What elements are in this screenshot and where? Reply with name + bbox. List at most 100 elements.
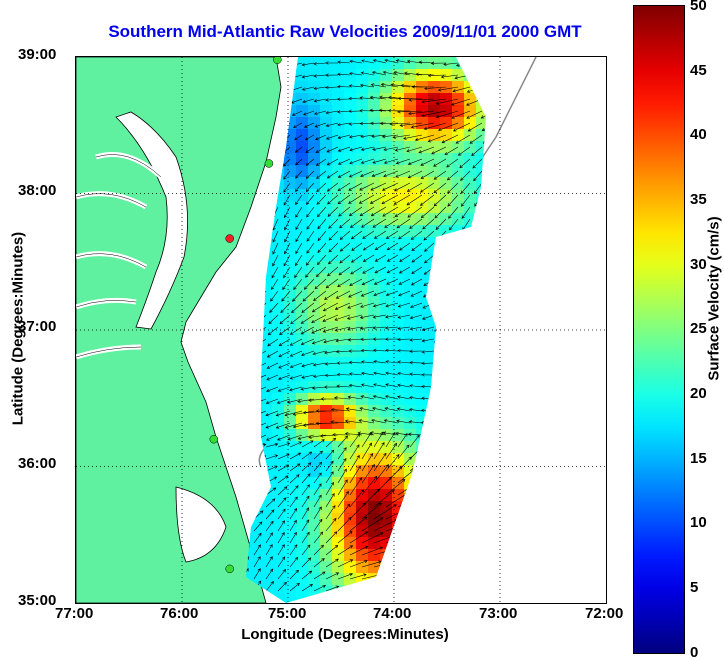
- velocity-cell: [428, 537, 441, 550]
- velocity-arrow: [420, 158, 435, 166]
- velocity-cell: [452, 297, 465, 310]
- velocity-arrow: [457, 580, 466, 592]
- velocity-arrow: [315, 146, 327, 153]
- velocity-arrow: [445, 559, 457, 568]
- velocity-arrow: [301, 495, 310, 508]
- velocity-arrow: [445, 526, 460, 532]
- velocity-arrow: [395, 59, 411, 64]
- velocity-arrow: [266, 434, 279, 441]
- velocity-cell: [320, 153, 333, 166]
- velocity-cell: [368, 405, 381, 418]
- velocity-cell: [344, 201, 357, 214]
- velocity-cell: [320, 105, 333, 118]
- velocity-cell: [440, 429, 453, 442]
- velocity-arrow: [248, 218, 255, 231]
- velocity-cell: [368, 105, 381, 118]
- velocity-cell: [368, 357, 381, 370]
- velocity-cell: [440, 57, 453, 70]
- velocity-arrow: [339, 254, 351, 264]
- velocity-arrow: [373, 383, 387, 388]
- velocity-cell: [320, 177, 333, 190]
- velocity-arrow: [277, 568, 286, 580]
- velocity-cell: [404, 453, 417, 466]
- velocity-cell: [248, 441, 261, 454]
- velocity-arrow: [457, 410, 471, 415]
- velocity-arrow: [293, 122, 303, 128]
- velocity-arrow: [302, 290, 315, 302]
- velocity-arrow: [415, 72, 435, 77]
- velocity-cell: [248, 465, 261, 478]
- velocity-cell: [488, 369, 501, 382]
- velocity-arrow: [325, 122, 339, 128]
- velocity-arrow: [422, 218, 435, 230]
- velocity-cell: [296, 201, 309, 214]
- velocity-arrow: [337, 447, 347, 460]
- velocity-arrow: [337, 194, 351, 205]
- velocity-cell: [440, 177, 453, 190]
- velocity-cell: [356, 561, 369, 574]
- velocity-cell: [320, 561, 333, 574]
- velocity-arrow: [253, 544, 261, 556]
- velocity-arrow: [446, 158, 459, 168]
- velocity-arrow: [398, 290, 411, 297]
- velocity-arrow: [409, 486, 429, 496]
- velocity-cell: [284, 489, 297, 502]
- velocity-cell: [356, 465, 369, 478]
- velocity-cell: [272, 129, 285, 142]
- velocity-arrow: [272, 230, 279, 243]
- velocity-cell: [428, 585, 441, 598]
- velocity-cell: [380, 309, 393, 322]
- velocity-arrow: [334, 396, 351, 400]
- velocity-arrow: [246, 374, 255, 381]
- velocity-arrow: [473, 290, 483, 301]
- velocity-arrow: [311, 326, 327, 334]
- velocity-arrow: [445, 398, 459, 402]
- velocity-cell: [380, 597, 393, 603]
- velocity-arrow: [348, 383, 363, 388]
- velocity-arrow: [445, 478, 460, 484]
- velocity-arrow: [470, 350, 483, 357]
- velocity-arrow: [409, 218, 423, 229]
- velocity-arrow: [303, 122, 315, 128]
- velocity-arrow: [483, 326, 486, 335]
- velocity-arrow: [246, 466, 255, 472]
- velocity-cell: [404, 309, 417, 322]
- velocity-cell: [308, 585, 321, 598]
- velocity-cell: [308, 225, 321, 238]
- velocity-cell: [356, 69, 369, 82]
- velocity-arrow: [349, 545, 369, 556]
- velocity-arrow: [348, 122, 363, 126]
- velocity-cell: [272, 513, 285, 526]
- velocity-arrow: [373, 290, 387, 297]
- velocity-cell: [332, 189, 345, 202]
- velocity-cell: [428, 333, 441, 346]
- velocity-arrow: [385, 302, 399, 308]
- velocity-cell: [452, 321, 465, 334]
- velocity-arrow: [266, 386, 279, 393]
- velocity-cell: [296, 381, 309, 394]
- velocity-arrow: [372, 146, 387, 151]
- velocity-cell: [476, 525, 486, 538]
- velocity-arrow: [233, 315, 242, 323]
- velocity-cell: [464, 513, 477, 526]
- velocity-cell: [284, 333, 297, 346]
- velocity-arrow: [301, 544, 311, 556]
- velocity-cell: [380, 69, 393, 82]
- velocity-arrow: [468, 62, 483, 68]
- velocity-arrow: [270, 170, 279, 181]
- velocity-cell: [320, 261, 333, 274]
- velocity-arrow: [265, 568, 274, 580]
- velocity-cell: [476, 597, 486, 603]
- velocity-cell: [248, 537, 261, 550]
- velocity-cell: [452, 477, 465, 490]
- velocity-cell: [476, 393, 486, 406]
- velocity-cell: [476, 129, 486, 142]
- velocity-arrow: [351, 242, 363, 251]
- velocity-arrow: [481, 568, 486, 580]
- velocity-cell: [440, 153, 453, 166]
- velocity-cell: [404, 381, 417, 394]
- velocity-arrow: [313, 518, 323, 532]
- velocity-cell: [368, 417, 381, 430]
- velocity-arrow: [327, 266, 339, 277]
- velocity-cell: [404, 465, 417, 478]
